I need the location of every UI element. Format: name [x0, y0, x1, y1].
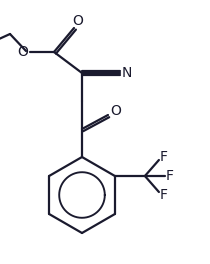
- Text: O: O: [18, 45, 28, 59]
- Text: F: F: [166, 169, 174, 183]
- Text: F: F: [160, 188, 168, 202]
- Text: N: N: [122, 66, 132, 80]
- Text: O: O: [73, 14, 83, 28]
- Text: O: O: [110, 104, 121, 118]
- Text: F: F: [160, 150, 168, 164]
